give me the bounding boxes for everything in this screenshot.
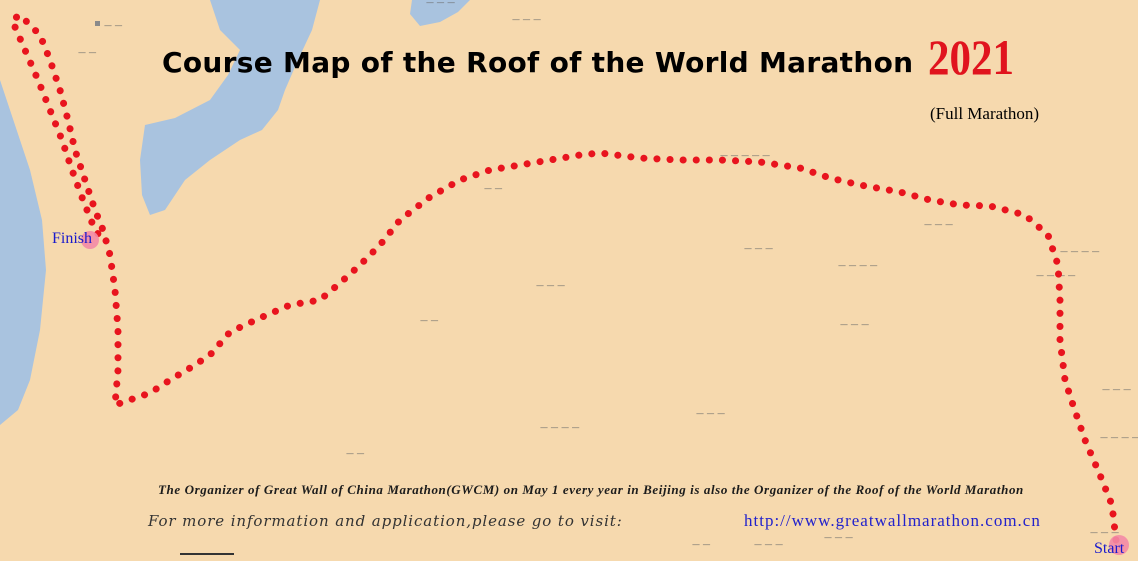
finish-marker [81,231,99,249]
svg-text:— — —: — — — [1090,528,1119,537]
svg-text:— —: — — [484,184,503,193]
svg-text:— — —: — — — [696,409,725,418]
svg-text:— — —: — — — [1102,385,1131,394]
start-label: Start [1094,540,1125,557]
website-link[interactable]: http://www.greatwallmarathon.com.cn [744,511,1041,530]
svg-text:— —: — — [346,449,365,458]
race-type-label: (Full Marathon) [930,104,1040,123]
svg-text:— — —: — — — [512,15,541,24]
svg-text:— —: — — [78,48,97,57]
svg-text:— — — — —: — — — — — [720,151,770,160]
svg-text:— — —: — — — [426,0,455,7]
svg-text:— — —: — — — [754,540,783,549]
svg-text:— —: — — [692,540,711,549]
title-block: Course Map of the Roof of the World Mara… [160,28,1060,88]
info-text: For more information and application,ple… [148,512,623,530]
svg-text:— —: — — [104,21,123,30]
finish-label: Finish [52,230,93,247]
organizer-note: The Organizer of Great Wall of China Mar… [158,482,1024,497]
svg-text:— — — —: — — — — [1100,433,1138,442]
start-marker [1109,535,1129,555]
scale-bar [180,540,234,555]
svg-text:— — —: — — — [744,244,773,253]
river-west [0,80,46,425]
lake-small [410,0,470,26]
svg-text:— — — —: — — — — [1060,247,1100,256]
year-label: 2021 [928,29,1014,85]
marathon-route [7,10,1120,544]
svg-text:— — —: — — — [840,320,869,329]
svg-text:— — —: — — — [824,533,853,542]
svg-text:— — — —: — — — — [838,261,878,270]
svg-text:— — —: — — — [536,281,565,290]
svg-text:— — — —: — — — — [540,423,580,432]
lake-north [140,0,320,215]
svg-text:— —: — — [420,316,439,325]
svg-text:— — —: — — — [924,220,953,229]
map-title: Course Map of the Roof of the World Mara… [162,46,914,79]
